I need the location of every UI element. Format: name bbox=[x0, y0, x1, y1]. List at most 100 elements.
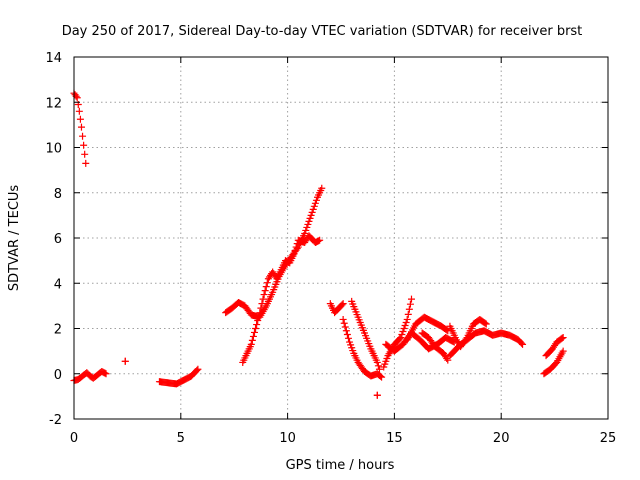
data-point bbox=[261, 287, 269, 295]
x-tick-labels: 0 5 10 15 20 25 bbox=[70, 431, 616, 446]
data-point bbox=[254, 317, 262, 325]
x-tick-label: 15 bbox=[386, 431, 403, 446]
data-point bbox=[262, 283, 270, 291]
data-point bbox=[81, 150, 89, 158]
data-point bbox=[378, 373, 386, 381]
data-point bbox=[443, 326, 451, 334]
data-point bbox=[253, 321, 261, 329]
data-point bbox=[404, 310, 412, 318]
data-point bbox=[403, 315, 411, 323]
data-point bbox=[121, 357, 129, 365]
data-point bbox=[339, 315, 347, 323]
data-point bbox=[290, 250, 298, 258]
data-point bbox=[373, 391, 381, 399]
data-point bbox=[405, 305, 413, 313]
data-point bbox=[481, 319, 489, 327]
data-point bbox=[249, 332, 257, 340]
data-point bbox=[307, 211, 315, 219]
data-point bbox=[519, 340, 527, 348]
y-tick-label: 4 bbox=[54, 277, 62, 292]
data-point bbox=[194, 365, 202, 373]
data-point bbox=[304, 220, 312, 228]
data-point bbox=[406, 300, 414, 308]
data-point bbox=[373, 358, 381, 366]
data-point bbox=[343, 331, 351, 339]
data-point bbox=[318, 184, 326, 192]
data-point bbox=[558, 334, 566, 342]
data-point bbox=[193, 366, 201, 374]
data-point bbox=[258, 300, 266, 308]
data-point bbox=[375, 365, 383, 373]
data-point bbox=[248, 336, 256, 344]
data-point bbox=[247, 340, 255, 348]
data-point bbox=[402, 318, 410, 326]
data-point bbox=[102, 370, 110, 378]
data-point bbox=[73, 94, 81, 102]
data-point bbox=[444, 356, 452, 364]
data-point bbox=[77, 123, 85, 131]
data-point bbox=[517, 339, 525, 347]
y-tick-label: 8 bbox=[54, 187, 62, 202]
data-point bbox=[482, 320, 490, 328]
data-point bbox=[396, 335, 404, 343]
data-point bbox=[407, 295, 415, 303]
data-point bbox=[310, 202, 318, 210]
data-point bbox=[303, 223, 311, 231]
data-point bbox=[311, 199, 319, 207]
data-point bbox=[316, 236, 324, 244]
data-point bbox=[342, 327, 350, 335]
x-tick-label: 10 bbox=[279, 431, 296, 446]
data-point bbox=[250, 328, 258, 336]
data-point bbox=[257, 304, 265, 312]
data-point bbox=[305, 217, 313, 225]
data-point bbox=[263, 279, 271, 287]
data-point bbox=[308, 208, 316, 216]
data-point bbox=[399, 328, 407, 336]
y-tick-label: 14 bbox=[45, 51, 62, 66]
grid bbox=[74, 57, 608, 419]
data-point bbox=[398, 331, 406, 339]
data-point bbox=[340, 319, 348, 327]
data-point bbox=[302, 226, 310, 234]
data-point bbox=[76, 115, 84, 123]
axis-ticks bbox=[73, 56, 609, 420]
x-tick-label: 25 bbox=[600, 431, 617, 446]
data-point bbox=[256, 309, 264, 317]
data-point bbox=[306, 214, 314, 222]
data-point bbox=[312, 196, 320, 204]
y-axis-label: SDTVAR / TECUs bbox=[7, 185, 22, 292]
x-tick-label: 0 bbox=[70, 431, 78, 446]
data-point bbox=[559, 347, 567, 355]
data-point bbox=[82, 159, 90, 167]
data-point bbox=[301, 229, 309, 237]
data-point bbox=[377, 372, 385, 380]
data-point bbox=[341, 323, 349, 331]
data-point bbox=[79, 132, 87, 140]
data-point bbox=[252, 325, 260, 332]
data-point bbox=[397, 334, 405, 342]
y-tick-label: 12 bbox=[45, 96, 62, 111]
y-tick-label: -2 bbox=[49, 413, 62, 428]
data-point bbox=[75, 107, 83, 115]
y-tick-label: 0 bbox=[54, 368, 62, 383]
y-tick-label: 2 bbox=[54, 323, 62, 338]
data-point bbox=[374, 362, 382, 370]
data-point bbox=[292, 243, 300, 251]
data-point bbox=[309, 205, 317, 213]
x-tick-label: 20 bbox=[493, 431, 510, 446]
chart-title: Day 250 of 2017, Sidereal Day-to-day VTE… bbox=[62, 24, 583, 39]
data-point bbox=[559, 334, 567, 342]
data-point bbox=[339, 300, 347, 308]
data-points bbox=[70, 89, 567, 399]
data-point bbox=[259, 295, 267, 303]
data-point bbox=[255, 313, 263, 321]
data-point bbox=[80, 141, 88, 149]
x-tick-label: 5 bbox=[177, 431, 185, 446]
x-axis-label: GPS time / hours bbox=[286, 458, 395, 473]
data-point bbox=[344, 334, 352, 342]
data-point bbox=[260, 291, 268, 299]
y-tick-labels: -2 0 2 4 6 8 10 12 14 bbox=[45, 51, 62, 428]
y-tick-label: 10 bbox=[45, 142, 62, 157]
data-point bbox=[400, 325, 408, 332]
